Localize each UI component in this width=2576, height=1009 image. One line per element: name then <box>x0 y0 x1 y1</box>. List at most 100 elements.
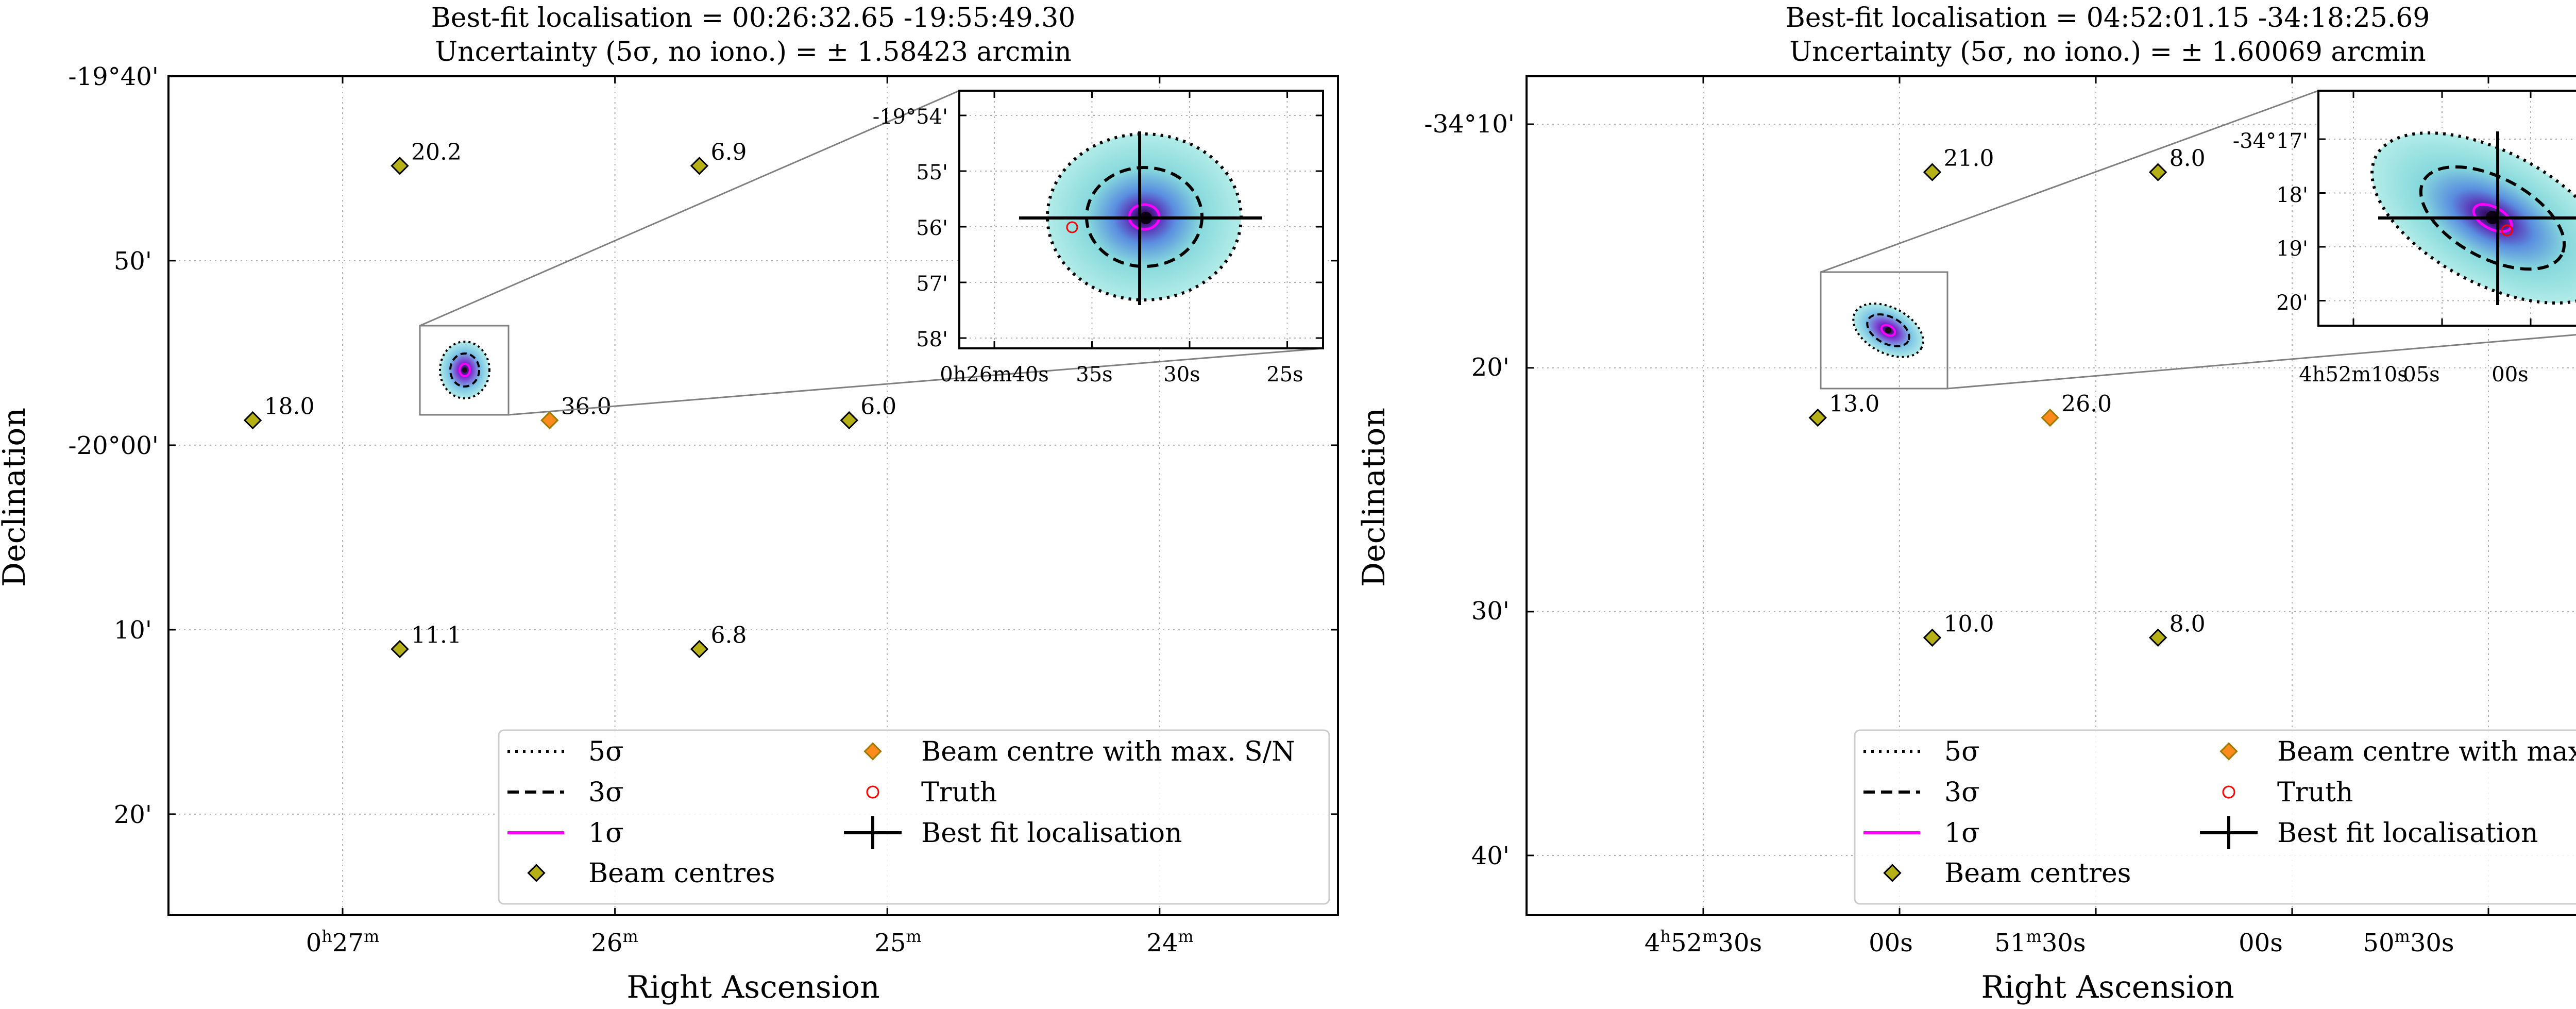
right-x-tick-label: 00s <box>1869 929 1913 957</box>
left-legend: 5σ 3σ 1σ Beam centres Beam centre with m… <box>498 729 1330 905</box>
left-x-tick-label: 0h27m <box>306 927 380 957</box>
left-y-axis-label: Declination <box>0 408 32 587</box>
left-x-tick-labels: 0h27m 26m 25m 24m <box>306 927 1194 957</box>
right-x-tick-labels: 4h52m30s 00s 51m30s 00s 50m30s 00s <box>1645 927 2454 957</box>
left-zoom-connector <box>419 90 960 327</box>
right-x-tick-label: 4h52m30s <box>1645 927 1762 957</box>
beam-centre-marker <box>1923 163 1942 181</box>
beam-snr-label: 11.1 <box>411 623 462 649</box>
left-inset-y-tick-labels: -19°54' 55' 56' 57' 58' <box>873 105 948 351</box>
right-inset-truth <box>2501 224 2513 237</box>
right-inset-x-tick-label: 05s <box>2403 363 2439 386</box>
right-x-axis-label: Right Ascension <box>1981 969 2234 1005</box>
left-y-tick-label: 10' <box>114 616 152 645</box>
left-zoom-box <box>419 325 510 416</box>
legend-best-fit-label: Best fit localisation <box>2277 818 2538 849</box>
right-beams: 21.0 8.0 13.0 10.0 8.0 26.0 <box>1808 145 2206 647</box>
right-x-tick-label: 50m30s <box>2363 927 2454 957</box>
left-x-axis-label: Right Ascension <box>626 969 879 1005</box>
right-plot-frame <box>1526 75 2576 916</box>
legend-1sigma-label: 1σ <box>1944 818 1980 849</box>
left-inset-x-tick-labels: 0h26m40s 35s 30s 25s <box>940 363 1303 386</box>
right-small-localisation <box>1852 302 1924 358</box>
right-inset-frame <box>2317 90 2576 327</box>
left-inset-y-tick-label: 55' <box>916 161 948 184</box>
right-y-tick-label: 20' <box>1471 353 1510 382</box>
beam-snr-label: 6.9 <box>710 139 747 165</box>
left-x-tick-label: 26m <box>591 927 638 957</box>
beam-centre-marker <box>243 411 262 430</box>
legend-truth-label: Truth <box>2277 777 2353 808</box>
right-inset-5sigma-contour <box>2370 131 2576 305</box>
right-y-axis-label: Declination <box>1356 408 1392 587</box>
legend-beam-centre-marker <box>1883 864 1902 882</box>
left-title-line2: Uncertainty (5σ, no iono.) = ± 1.58423 a… <box>435 37 1071 68</box>
right-x-tick-label: 00s <box>2239 929 2283 957</box>
beam-centre-marker <box>690 157 709 175</box>
beam-centre-marker <box>2148 628 2167 647</box>
legend-3sigma-label: 3σ <box>1944 777 1980 808</box>
right-title-line2: Uncertainty (5σ, no iono.) = ± 1.60069 a… <box>1789 37 2426 68</box>
left-y-tick-labels: -19°40' 50' -20°00' 10' 20' <box>68 62 159 829</box>
left-y-tick-label: -20°00' <box>68 431 159 460</box>
right-inset-x-tick-labels: 4h52m10s 05s 00s 51m55s <box>2299 363 2528 386</box>
left-inset-frame <box>958 90 1324 349</box>
beam-snr-label: 8.0 <box>2170 145 2206 172</box>
beam-snr-label: 10.0 <box>1944 611 1994 637</box>
left-zoom-connector <box>508 347 1324 416</box>
legend-5sigma-label: 5σ <box>588 736 624 767</box>
legend-beam-max-label: Beam centre with max. S/N <box>921 736 1295 767</box>
left-small-localisation <box>439 341 490 399</box>
beam-centre-marker <box>391 640 409 659</box>
left-inset-truth <box>1066 221 1078 233</box>
left-y-tick-label: 50' <box>114 247 152 276</box>
left-plot-frame <box>167 75 1339 916</box>
left-x-tick-label: 25m <box>874 927 921 957</box>
beam-max-marker <box>2041 408 2059 427</box>
legend-best-fit-label: Best fit localisation <box>921 818 1182 849</box>
beam-centre-marker <box>840 411 858 430</box>
beam-max-snr-label: 26.0 <box>2061 391 2112 417</box>
right-y-tick-label: -34°10' <box>1424 110 1515 139</box>
beam-centre-marker <box>690 640 709 659</box>
left-x-tick-label: 24m <box>1146 927 1193 957</box>
legend-beam-max-marker <box>863 742 882 761</box>
legend-5sigma-label: 5σ <box>1944 736 1980 767</box>
left-inset-x-tick-label: 0h26m40s <box>940 363 1048 386</box>
right-inset-y-tick-label: 19' <box>2276 237 2308 261</box>
left-inset-localisation <box>1019 131 1262 305</box>
left-inset-x-tick-label: 25s <box>1266 363 1303 386</box>
beam-centre-marker <box>1808 408 1827 427</box>
right-y-tick-label: 30' <box>1471 597 1510 626</box>
right-panel: Best-fit localisation = 04:52:01.15 -34:… <box>1356 3 2576 1005</box>
right-zoom-box <box>1820 271 1948 390</box>
right-y-tick-labels: -34°10' 20' 30' 40' <box>1424 110 1515 870</box>
beam-snr-label: 8.0 <box>2170 611 2206 637</box>
beam-snr-label: 6.8 <box>710 623 747 649</box>
legend-3sigma-label: 3σ <box>588 777 624 808</box>
right-inset-x-tick-label: 4h52m10s <box>2299 363 2408 386</box>
right-inset-x-tick-label: 00s <box>2492 363 2528 386</box>
right-inset: -34°17' 18' 19' 20' 4h52m10s 05s 00s 51m… <box>2233 90 2576 386</box>
right-y-tick-label: 40' <box>1471 842 1510 870</box>
beam-centre-marker <box>1923 628 1942 647</box>
left-inset-y-tick-label: -19°54' <box>873 105 948 129</box>
left-y-tick-label: 20' <box>114 800 152 829</box>
left-panel: Best-fit localisation = 00:26:32.65 -19:… <box>0 3 1339 1005</box>
right-inset-localisation <box>2370 131 2576 305</box>
right-legend: 5σ 3σ 1σ Beam centres Beam centre with m… <box>1854 729 2576 905</box>
right-inset-y-tick-labels: -34°17' 18' 19' 20' <box>2233 129 2308 315</box>
beam-snr-label: 18.0 <box>264 394 315 420</box>
legend-beam-max-marker <box>2219 742 2238 761</box>
left-title-line1: Best-fit localisation = 00:26:32.65 -19:… <box>431 3 1076 33</box>
beam-centre-marker <box>391 157 409 175</box>
right-inset-3sigma-contour <box>2419 165 2566 271</box>
right-zoom-connector <box>1820 90 2319 273</box>
left-inset-x-tick-label: 35s <box>1076 363 1112 386</box>
right-inset-y-tick-label: -34°17' <box>2233 129 2308 153</box>
right-inset-y-tick-label: 20' <box>2276 291 2308 315</box>
legend-beam-centres-label: Beam centres <box>1944 858 2131 889</box>
right-zoom-connector <box>1947 334 2576 390</box>
legend-beam-centres-label: Beam centres <box>588 858 775 889</box>
left-inset: -19°54' 55' 56' 57' 58' 0h26m40s 35s 30s… <box>873 90 1324 386</box>
